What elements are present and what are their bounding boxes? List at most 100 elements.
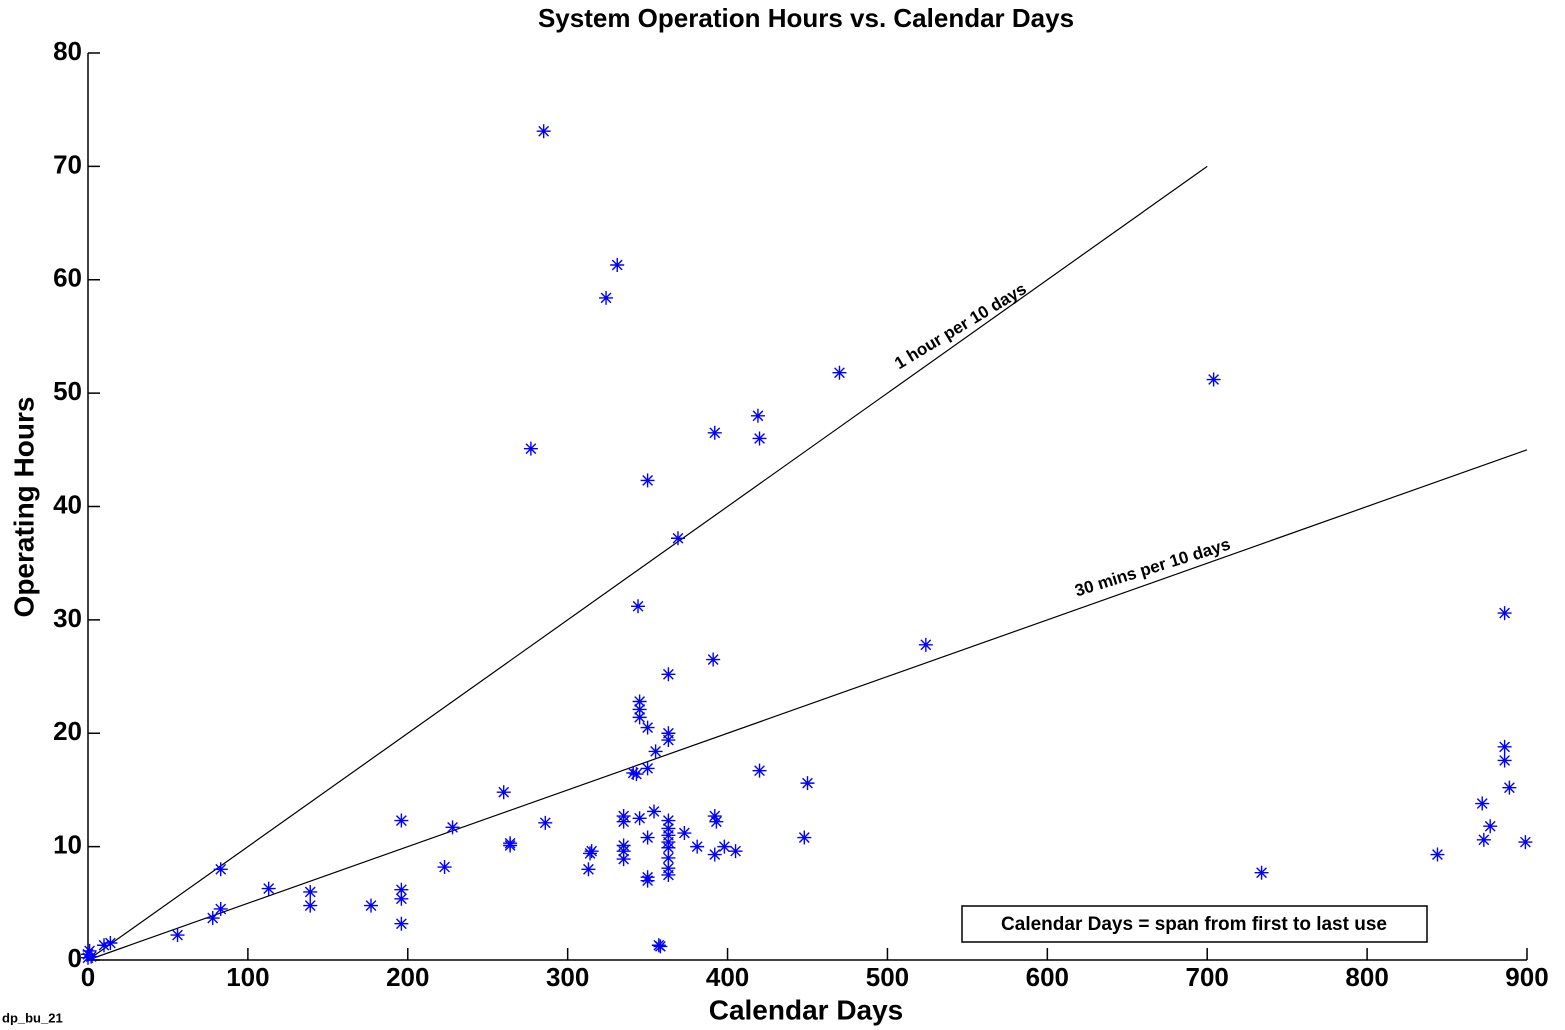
point: [750, 408, 765, 423]
point: [261, 881, 276, 896]
x-tick-label: 500: [866, 962, 909, 992]
y-tick-label: 80: [53, 36, 82, 66]
point: [1476, 832, 1491, 847]
point: [706, 652, 721, 667]
point: [648, 744, 663, 759]
point: [640, 720, 655, 735]
point: [581, 862, 596, 877]
point: [394, 882, 409, 897]
point: [677, 826, 692, 841]
reference-line: [87, 449, 1528, 961]
point: [752, 431, 767, 446]
point: [1254, 865, 1269, 880]
point: [797, 830, 812, 845]
y-tick-label: 70: [53, 149, 82, 179]
figure-id: dp_bu_21: [2, 1010, 63, 1025]
point: [640, 873, 655, 888]
point: [647, 804, 662, 819]
point: [1497, 606, 1512, 621]
point: [170, 928, 185, 943]
point: [728, 844, 743, 859]
point: [303, 898, 318, 913]
y-tick-label: 10: [53, 830, 82, 860]
point: [103, 935, 118, 950]
point: [752, 763, 767, 778]
point: [629, 767, 644, 782]
point: [503, 838, 518, 853]
point: [205, 911, 220, 926]
point: [661, 667, 676, 682]
point: [523, 441, 538, 456]
point: [394, 916, 409, 931]
line-label: 30 mins per 10 days: [1073, 535, 1233, 601]
y-axis-label: Operating Hours: [8, 397, 39, 618]
point: [536, 124, 551, 139]
point: [632, 694, 647, 709]
point: [364, 898, 379, 913]
point: [1206, 372, 1221, 387]
point: [661, 733, 676, 748]
point: [640, 830, 655, 845]
point: [661, 850, 676, 865]
point: [631, 599, 646, 614]
x-tick-label: 800: [1345, 962, 1388, 992]
point: [82, 943, 97, 958]
point: [394, 891, 409, 906]
point: [1497, 753, 1512, 768]
y-tick-label: 40: [53, 489, 82, 519]
line-label: 1 hour per 10 days: [891, 279, 1029, 373]
point: [632, 710, 647, 725]
y-tick-label: 50: [53, 376, 82, 406]
y-tick-label: 30: [53, 603, 82, 633]
x-tick-label: 100: [226, 962, 269, 992]
point: [918, 637, 933, 652]
point: [707, 425, 722, 440]
point: [690, 839, 705, 854]
y-tick-label: 60: [53, 263, 82, 293]
point: [800, 776, 815, 791]
point: [832, 365, 847, 380]
point: [599, 290, 614, 305]
point: [707, 809, 722, 824]
point: [213, 901, 228, 916]
x-tick-label: 400: [706, 962, 749, 992]
x-tick-label: 300: [546, 962, 589, 992]
point: [632, 811, 647, 826]
point: [1430, 847, 1445, 862]
point: [96, 938, 111, 953]
point: [616, 814, 631, 829]
point: [653, 939, 668, 954]
point: [496, 785, 511, 800]
point: [1483, 819, 1498, 834]
point: [717, 839, 732, 854]
y-tick-label: 20: [53, 716, 82, 746]
point: [1502, 780, 1517, 795]
point: [610, 258, 625, 273]
x-tick-label: 900: [1505, 962, 1548, 992]
point: [394, 813, 409, 828]
point: [616, 852, 631, 867]
point: [213, 862, 228, 877]
note-box: [961, 905, 1428, 943]
point: [437, 860, 452, 875]
point: [661, 840, 676, 855]
point: [661, 813, 676, 828]
chart-title: System Operation Hours vs. Calendar Days: [538, 3, 1074, 33]
point: [616, 844, 631, 859]
x-axis-label: Calendar Days: [709, 994, 904, 1025]
point: [445, 820, 460, 835]
point: [640, 473, 655, 488]
note: Calendar Days = span from first to last …: [1001, 914, 1387, 935]
point: [632, 702, 647, 717]
point: [661, 867, 676, 882]
point: [303, 884, 318, 899]
point: [626, 765, 641, 780]
point: [584, 844, 599, 859]
point: [670, 531, 685, 546]
point: [1475, 796, 1490, 811]
point: [640, 761, 655, 776]
point: [709, 814, 724, 829]
x-tick-label: 600: [1026, 962, 1069, 992]
x-tick-label: 0: [81, 962, 95, 992]
